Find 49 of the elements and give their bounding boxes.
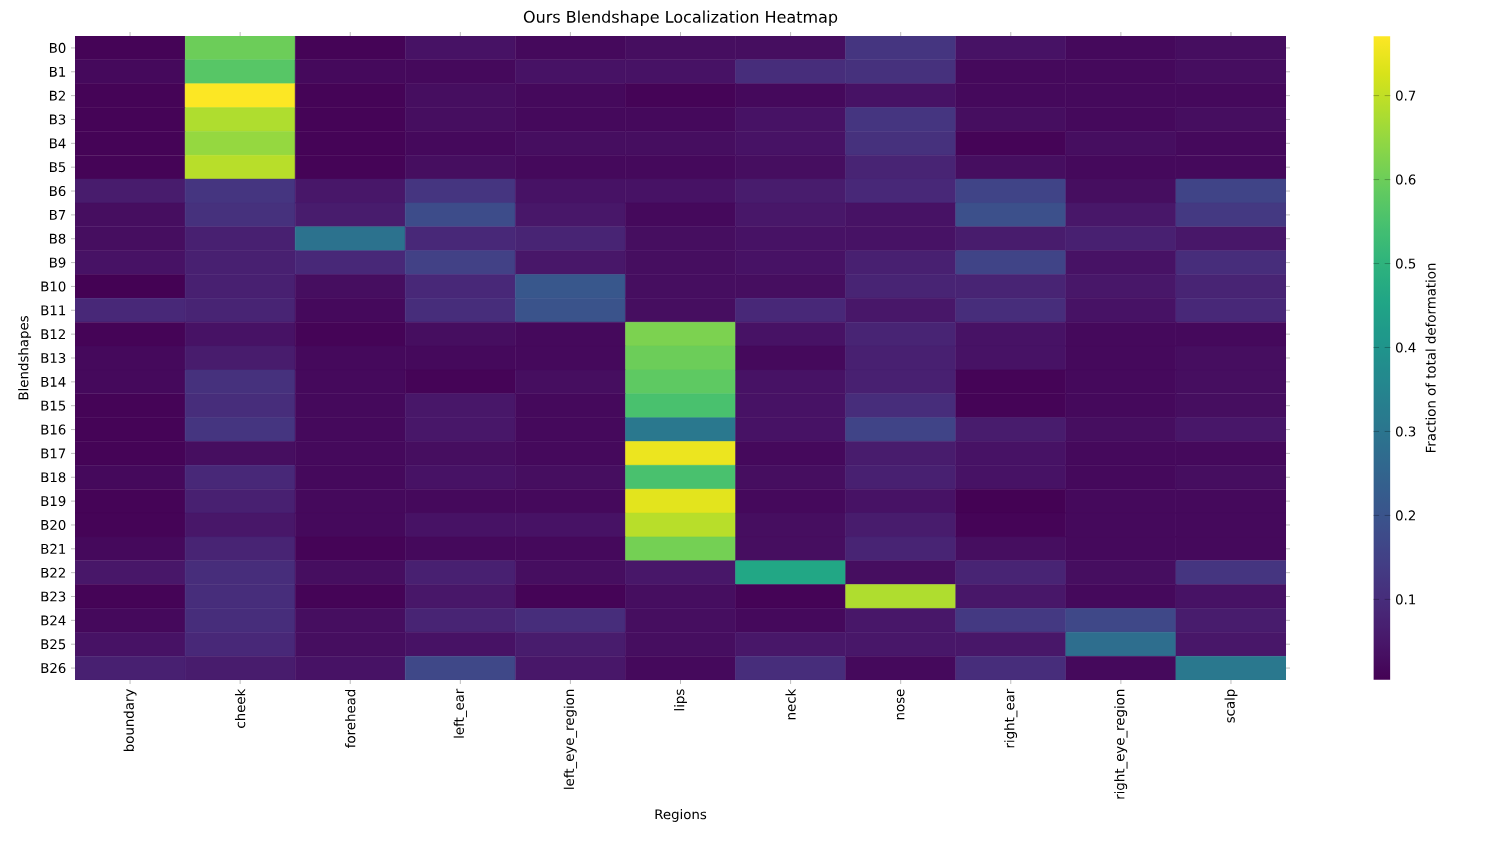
x-tick-label: left_eye_region: [563, 689, 578, 789]
y-tick-label: B11: [41, 305, 66, 316]
y-tick-label: B22: [41, 567, 65, 578]
color-bar-label: 0.1: [1395, 594, 1416, 605]
y-tick-label: B17: [41, 448, 66, 459]
color-bar-label: 0.7: [1395, 90, 1416, 101]
y-tick-label: B8: [49, 233, 66, 244]
y-tick-label: B24: [41, 615, 66, 626]
y-tick-label: B19: [41, 496, 66, 507]
x-tick-label: right_ear: [1004, 688, 1018, 748]
y-tick-label: B0: [49, 42, 66, 53]
color-bar-label: 0.6: [1395, 174, 1416, 185]
x-tick-label: cheek: [234, 688, 246, 728]
color-bar-label: 0.3: [1395, 426, 1416, 437]
color-bar-title: Fraction of total deformation: [1425, 263, 1436, 453]
y-tick-label: B3: [49, 114, 66, 125]
y-tick-label: B23: [41, 591, 66, 602]
color-bar-label: 0.2: [1395, 510, 1415, 521]
x-axis-title: Regions: [655, 808, 707, 822]
color-bar-label: 0.5: [1395, 258, 1416, 269]
x-tick-label: forehead: [345, 689, 356, 748]
y-tick-label: B6: [49, 185, 66, 197]
color-bar-label: 0.4: [1395, 342, 1416, 353]
x-tick-label: neck: [785, 688, 796, 720]
y-axis-title: Blendshapes: [18, 316, 32, 400]
y-tick-label: B25: [41, 639, 66, 650]
y-tick-label: B20: [41, 519, 66, 530]
x-tick-label: left_ear: [453, 688, 467, 738]
y-tick-label: B1: [49, 66, 66, 77]
y-tick-label: B4: [49, 138, 66, 149]
y-tick-label: B5: [49, 162, 66, 173]
y-tick-label: B10: [41, 281, 66, 292]
chart-title: Ours Blendshape Localization Heatmap: [523, 10, 838, 26]
x-tick-label: boundary: [123, 689, 137, 752]
x-tick-label: lips: [674, 689, 687, 711]
y-tick-label: B13: [41, 352, 66, 364]
y-tick-label: B18: [41, 472, 66, 483]
x-tick-label: right_eye_region: [1114, 689, 1128, 799]
x-tick-label: nose: [896, 689, 905, 720]
y-tick-label: B26: [41, 663, 66, 674]
y-tick-label: B7: [49, 210, 66, 220]
y-tick-label: B9: [49, 257, 66, 268]
y-tick-label: B2: [49, 90, 65, 101]
y-tick-label: B16: [41, 424, 66, 435]
y-tick-label: B15: [41, 400, 66, 411]
x-tick-label: scalp: [1224, 689, 1238, 723]
y-tick-label: B14: [41, 376, 66, 387]
y-tick-label: B12: [41, 329, 65, 340]
y-tick-label: B21: [41, 543, 66, 554]
